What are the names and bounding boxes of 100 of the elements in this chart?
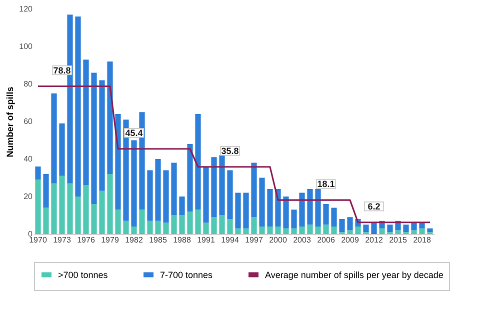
bar — [235, 228, 241, 234]
bar — [299, 192, 305, 226]
bar — [99, 80, 105, 191]
bar — [171, 162, 177, 216]
x-tick-label: 2012 — [365, 236, 384, 244]
bar — [75, 196, 81, 234]
bar — [83, 60, 89, 186]
bar — [259, 226, 265, 234]
bar — [115, 210, 121, 234]
bar — [283, 196, 289, 228]
bar — [275, 226, 281, 234]
bar — [371, 222, 377, 234]
x-tick-label: 1988 — [173, 236, 192, 244]
bar — [83, 185, 89, 234]
bar — [35, 166, 41, 180]
bar — [203, 166, 209, 223]
x-tick-label: 2009 — [341, 236, 360, 244]
bar — [195, 114, 201, 210]
x-tick-label: 2006 — [317, 236, 336, 244]
bar — [107, 174, 113, 234]
y-tick-label: 20 — [24, 192, 34, 201]
x-tick-label: 1976 — [77, 236, 96, 244]
bar — [347, 217, 353, 230]
bar — [59, 123, 65, 176]
y-axis-title: Number of spills — [5, 86, 16, 158]
x-tick-label: 1997 — [245, 236, 264, 244]
bar — [107, 62, 113, 174]
bar — [227, 170, 233, 219]
bar — [267, 189, 273, 226]
bar — [123, 220, 129, 234]
bar — [411, 222, 417, 230]
x-tick-label: 2000 — [269, 236, 288, 244]
bar — [331, 208, 337, 226]
x-tick-label: 2018 — [413, 236, 432, 244]
bar — [51, 183, 57, 234]
bar — [283, 228, 289, 234]
bar — [299, 226, 305, 234]
bar — [131, 226, 137, 234]
bar — [187, 212, 193, 234]
bar — [323, 204, 329, 225]
y-tick-label: 0 — [28, 230, 34, 238]
bar — [171, 215, 177, 234]
bar — [355, 226, 361, 234]
bar — [91, 72, 97, 204]
bar — [379, 228, 385, 234]
annotation: 6.2 — [368, 201, 380, 212]
bar — [35, 180, 41, 234]
x-tick-label: 1991 — [197, 236, 216, 244]
bar — [331, 226, 337, 234]
bar — [251, 162, 257, 218]
bar — [235, 192, 241, 228]
annotation: 45.4 — [125, 128, 143, 138]
x-tick-label: 1973 — [53, 236, 72, 244]
bar — [427, 228, 433, 232]
bar — [211, 217, 217, 234]
bar — [347, 230, 353, 234]
bar — [243, 192, 249, 228]
bar — [155, 159, 161, 221]
annotation: 35.8 — [221, 146, 239, 156]
bar — [419, 228, 425, 234]
bar — [91, 204, 97, 234]
bar — [195, 210, 201, 234]
bar — [99, 190, 105, 234]
bar — [323, 224, 329, 234]
bar — [387, 224, 393, 232]
y-tick-label: 80 — [24, 80, 34, 88]
x-tick-label: 2003 — [293, 236, 312, 244]
bar — [307, 189, 313, 225]
x-tick-label: 1985 — [149, 236, 168, 244]
y-tick-label: 100 — [19, 42, 34, 51]
bar — [275, 189, 281, 226]
bar — [259, 178, 265, 226]
bar — [147, 170, 153, 221]
bar — [115, 114, 121, 210]
bar — [187, 144, 193, 212]
y-tick-label: 120 — [19, 4, 34, 14]
bar — [67, 183, 73, 234]
bar — [75, 16, 81, 196]
bar — [419, 222, 425, 228]
bar — [251, 217, 257, 234]
bar — [411, 230, 417, 234]
bar — [211, 157, 217, 218]
bar — [315, 189, 321, 226]
bar — [403, 224, 409, 232]
legend-label: Average number of spills per year by decade — [265, 270, 444, 280]
line-series — [37, 85, 431, 224]
bar — [227, 219, 233, 234]
bar — [163, 222, 169, 234]
bar — [155, 220, 161, 234]
bar — [307, 224, 313, 234]
annotation: 18.1 — [317, 179, 335, 190]
bar — [291, 210, 297, 228]
legend-label: 7-700 tonnes — [160, 270, 214, 280]
bar — [267, 226, 273, 234]
x-tick-label: 1994 — [221, 236, 240, 244]
x-tick-label: 2015 — [389, 236, 408, 244]
bar — [203, 222, 209, 234]
bar — [219, 155, 225, 216]
annotation: 78.8 — [53, 65, 71, 76]
legend-label: >700 tonnes — [58, 270, 108, 280]
